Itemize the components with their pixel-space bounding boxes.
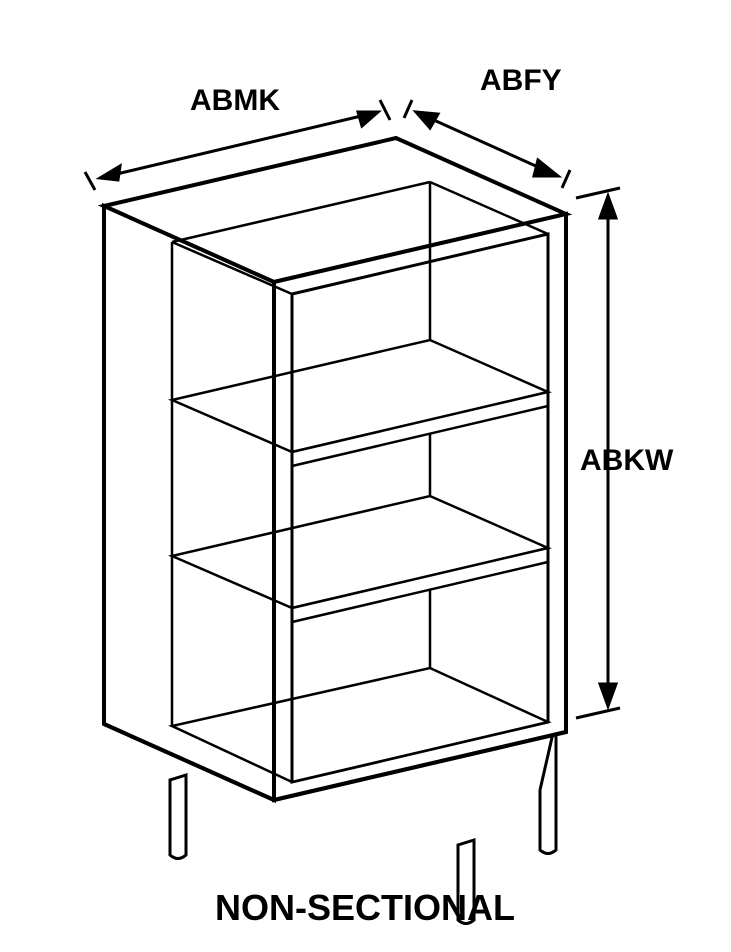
label-height: ABKW — [580, 444, 674, 477]
label-depth: ABFY — [480, 64, 562, 97]
cabinet — [104, 138, 566, 924]
bookcase-diagram: ABMK ABFY ABKW — [0, 0, 731, 952]
label-width: ABMK — [190, 84, 280, 117]
caption: NON-SECTIONAL — [215, 887, 515, 928]
